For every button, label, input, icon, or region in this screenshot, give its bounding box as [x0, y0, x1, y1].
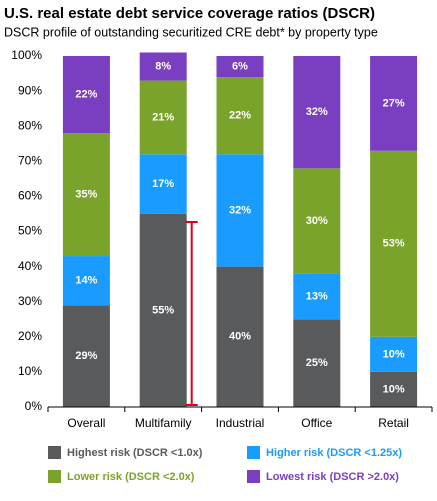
bar-segment	[216, 154, 264, 267]
value-label: 10%	[383, 383, 405, 395]
value-label: 6%	[232, 60, 248, 72]
value-label: 22%	[229, 110, 251, 122]
value-label: 22%	[75, 89, 97, 101]
bar-segment	[370, 336, 418, 372]
y-tick-label: 70%	[18, 153, 42, 167]
bar-segment	[216, 77, 264, 155]
value-label: 30%	[306, 215, 328, 227]
chart-subtitle: DSCR profile of outstanding securitized …	[4, 25, 378, 39]
y-tick-label: 80%	[18, 118, 42, 132]
x-tick-label: Overall	[67, 416, 105, 430]
bar-segment	[62, 133, 110, 257]
value-label: 40%	[229, 331, 251, 343]
y-tick-label: 90%	[18, 83, 42, 97]
legend-label: Highest risk (DSCR <1.0x)	[67, 447, 203, 459]
value-label: 17%	[152, 178, 174, 190]
bar-segment	[293, 56, 341, 169]
chart-title: U.S. real estate debt service coverage r…	[4, 5, 375, 22]
legend-label: Lower risk (DSCR <2.0x)	[67, 471, 195, 483]
value-label: 27%	[383, 97, 405, 109]
y-tick-label: 60%	[18, 189, 42, 203]
y-tick-label: 0%	[25, 399, 43, 413]
value-label: 25%	[306, 357, 328, 369]
x-tick-label: Office	[301, 416, 332, 430]
x-tick-label: Retail	[378, 416, 409, 430]
legend-label: Higher risk (DSCR <1.25x)	[266, 447, 402, 459]
bar-segment	[293, 273, 341, 320]
value-label: 21%	[152, 111, 174, 123]
legend-swatch	[247, 446, 260, 459]
bar-segment	[370, 56, 418, 151]
y-tick-label: 30%	[18, 294, 42, 308]
legend-swatch	[48, 470, 61, 483]
x-tick-label: Multifamily	[135, 416, 192, 430]
value-label: 53%	[383, 238, 405, 250]
y-tick-label: 50%	[18, 224, 42, 238]
bar-segment	[139, 213, 187, 407]
y-tick-label: 100%	[11, 48, 42, 62]
bar-segment	[216, 56, 264, 78]
bar-segment	[139, 80, 187, 155]
bar-segment	[216, 266, 264, 407]
legend-swatch	[48, 446, 61, 459]
value-label: 10%	[383, 348, 405, 360]
value-label: 35%	[75, 189, 97, 201]
legend-swatch	[247, 470, 260, 483]
bar-segment	[370, 150, 418, 337]
bar-segment	[293, 319, 341, 407]
y-tick-label: 40%	[18, 259, 42, 273]
value-label: 55%	[152, 304, 174, 316]
bar-segment	[139, 154, 187, 214]
legend-label: Lowest risk (DSCR >2.0x)	[266, 471, 399, 483]
value-label: 29%	[75, 350, 97, 362]
bar-segment	[62, 256, 110, 306]
y-tick-label: 20%	[18, 329, 42, 343]
bar-segment	[62, 305, 110, 407]
value-label: 14%	[75, 275, 97, 287]
value-label: 32%	[229, 204, 251, 216]
value-label: 8%	[155, 60, 171, 72]
bar-segment	[293, 168, 341, 274]
bar-segment	[370, 371, 418, 407]
value-label: 32%	[306, 106, 328, 118]
x-tick-label: Industrial	[216, 416, 265, 430]
y-tick-label: 10%	[18, 364, 42, 378]
bar-segment	[139, 52, 187, 81]
value-label: 13%	[306, 290, 328, 302]
bar-segment	[62, 56, 110, 134]
